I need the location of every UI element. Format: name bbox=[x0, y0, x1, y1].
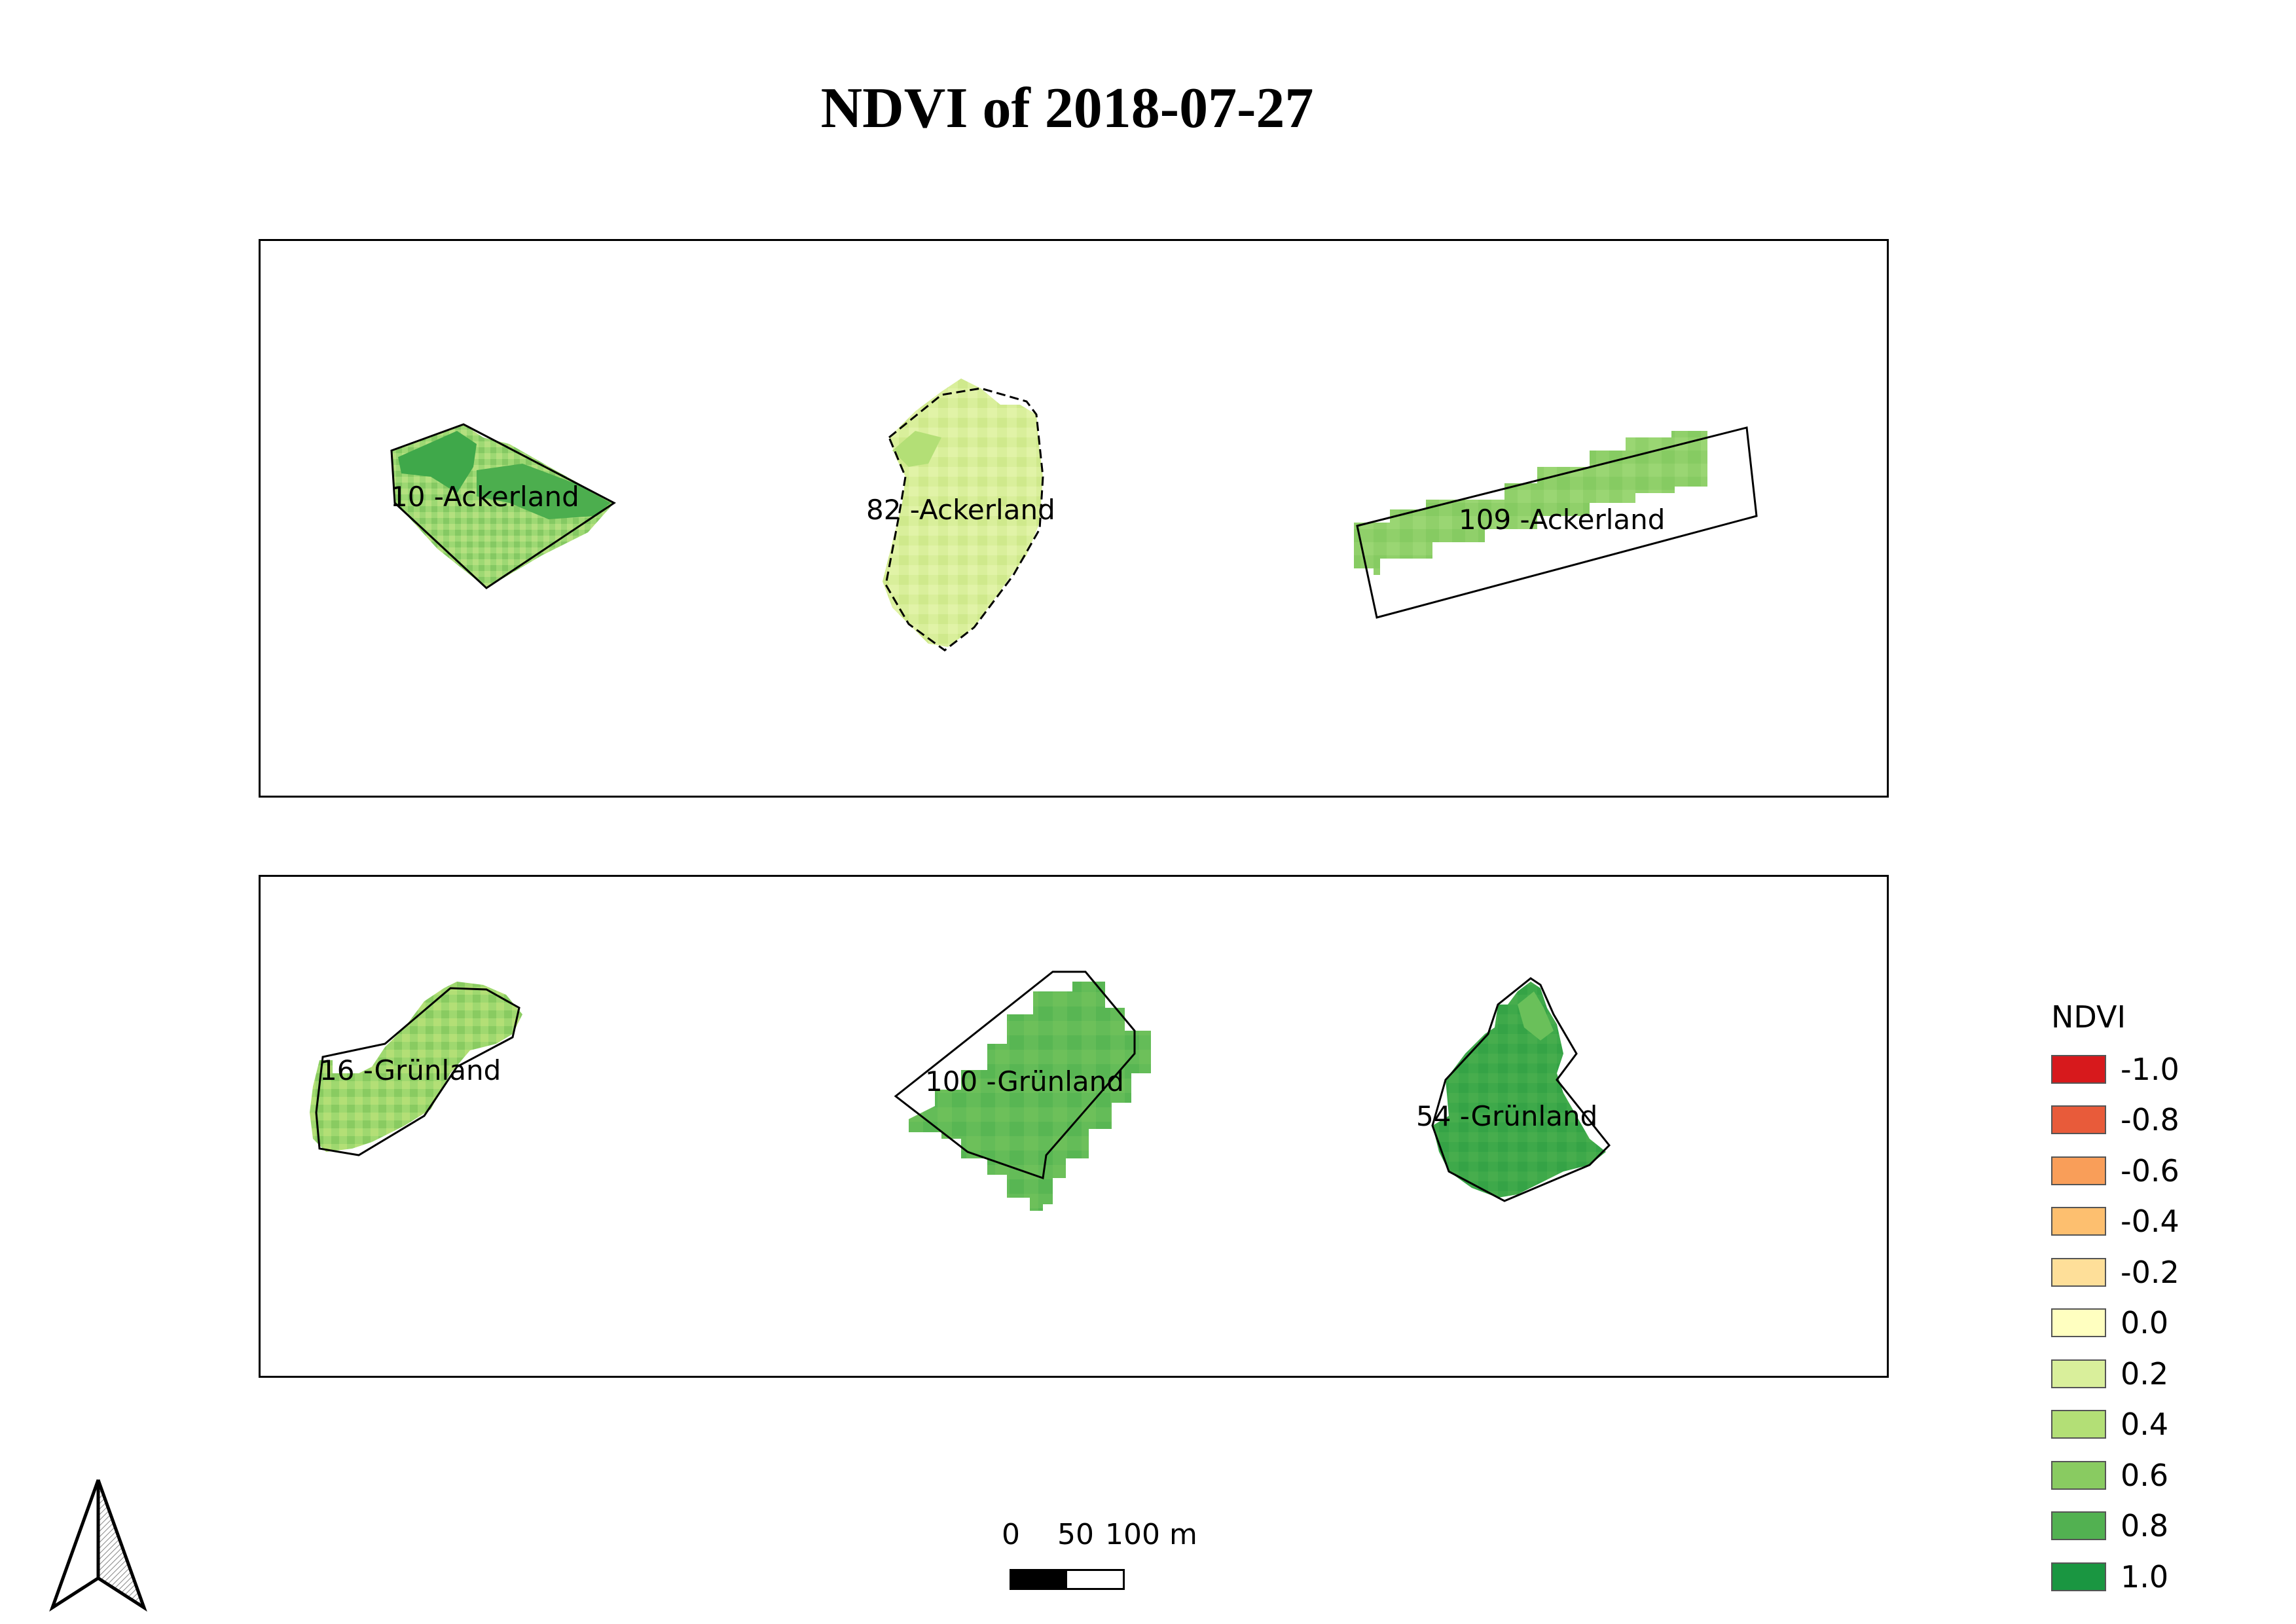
legend-value: 1.0 bbox=[2121, 1559, 2169, 1595]
field-109-raster bbox=[1354, 431, 1707, 575]
legend-value: -0.8 bbox=[2121, 1102, 2179, 1138]
legend-swatch bbox=[2051, 1359, 2106, 1388]
legend-swatch bbox=[2051, 1562, 2106, 1591]
legend-value: 0.0 bbox=[2121, 1305, 2169, 1341]
legend-value: -0.4 bbox=[2121, 1204, 2179, 1240]
legend-item: 0.2 bbox=[2051, 1348, 2267, 1399]
field-16-outline bbox=[315, 987, 520, 1156]
ndvi-legend: NDVI -1.0 -0.8 -0.6 -0.4 -0.2 0.0 0.2 0.4 0.6 0.8… bbox=[2051, 1002, 2267, 1602]
field-label-10: 10 -Ackerland bbox=[390, 481, 579, 513]
legend-item: 1.0 bbox=[2051, 1551, 2267, 1602]
legend-value: -1.0 bbox=[2121, 1051, 2179, 1087]
legend-value: -0.2 bbox=[2121, 1254, 2179, 1290]
legend-swatch bbox=[2051, 1308, 2106, 1338]
field-54-gruenland[interactable] bbox=[1431, 977, 1611, 1202]
field-label-16: 16 -Grünland bbox=[319, 1054, 501, 1086]
field-54-outline bbox=[1431, 977, 1611, 1202]
legend-swatch bbox=[2051, 1460, 2106, 1490]
legend-item: -0.2 bbox=[2051, 1247, 2267, 1298]
scale-label-50: 50 bbox=[1057, 1518, 1094, 1551]
map-panel-ackerland[interactable]: 10 -Ackerland 82 -Ackerland 109 -Ackerla… bbox=[259, 239, 1889, 798]
legend-item: -1.0 bbox=[2051, 1044, 2267, 1095]
legend-value: 0.6 bbox=[2121, 1457, 2169, 1493]
legend-item: 0.0 bbox=[2051, 1298, 2267, 1349]
field-10-dense-patch bbox=[398, 431, 477, 493]
legend-swatch bbox=[2051, 1156, 2106, 1185]
field-54-light-patch bbox=[1518, 991, 1554, 1041]
legend-item: 0.4 bbox=[2051, 1399, 2267, 1450]
map-canvas-top bbox=[390, 378, 1758, 652]
legend-swatch bbox=[2051, 1410, 2106, 1439]
field-100-gruenland[interactable] bbox=[894, 970, 1151, 1211]
legend-swatch bbox=[2051, 1105, 2106, 1135]
legend-title: NDVI bbox=[2051, 999, 2126, 1035]
legend-item: -0.8 bbox=[2051, 1095, 2267, 1146]
field-82-outline bbox=[884, 387, 1044, 652]
field-109-outline bbox=[1356, 426, 1758, 619]
scale-label-0: 0 bbox=[1002, 1518, 1020, 1551]
legend-swatch bbox=[2051, 1511, 2106, 1541]
scale-segment-white bbox=[1067, 1571, 1123, 1588]
legend-swatch bbox=[2051, 1054, 2106, 1084]
legend-swatch bbox=[2051, 1207, 2106, 1236]
field-82-edge-green bbox=[892, 431, 941, 467]
field-10-dense-strip bbox=[477, 464, 611, 519]
field-16-raster bbox=[310, 982, 522, 1152]
legend-value: -0.6 bbox=[2121, 1153, 2179, 1189]
legend-value: 0.8 bbox=[2121, 1508, 2169, 1544]
field-16-gruenland[interactable] bbox=[310, 982, 522, 1156]
legend-item: 0.6 bbox=[2051, 1450, 2267, 1501]
field-109-ackerland[interactable] bbox=[1354, 426, 1758, 619]
legend-value: 0.4 bbox=[2121, 1407, 2169, 1443]
field-100-outline bbox=[894, 970, 1136, 1180]
field-label-109: 109 -Ackerland bbox=[1459, 504, 1666, 536]
field-label-54: 54 -Grünland bbox=[1416, 1100, 1598, 1132]
map-canvas-bottom bbox=[310, 970, 1611, 1211]
field-10-outline bbox=[390, 423, 616, 589]
legend-value: 0.2 bbox=[2121, 1356, 2169, 1392]
north-arrow-icon bbox=[46, 1473, 151, 1617]
field-82-ackerland[interactable] bbox=[883, 378, 1044, 652]
legend-items: -1.0 -0.8 -0.6 -0.4 -0.2 0.0 0.2 0.4 0.6 0.8 1.0 bbox=[2051, 1044, 2267, 1602]
scale-segment-black bbox=[1011, 1571, 1067, 1588]
scale-bar-graphic bbox=[1010, 1569, 1125, 1590]
field-10-ackerland[interactable] bbox=[390, 423, 616, 589]
field-54-raster bbox=[1432, 982, 1606, 1198]
field-label-100: 100 -Grünland bbox=[925, 1065, 1124, 1098]
field-100-raster bbox=[909, 982, 1151, 1211]
legend-item: -0.6 bbox=[2051, 1145, 2267, 1196]
scale-label-100m: 100 m bbox=[1105, 1518, 1197, 1551]
legend-item: 0.8 bbox=[2051, 1501, 2267, 1552]
scale-bar: 0 50 100 m bbox=[1002, 1518, 1198, 1596]
map-title: NDVI of 2018-07-27 bbox=[820, 77, 1314, 140]
legend-swatch bbox=[2051, 1257, 2106, 1287]
map-panel-gruenland[interactable]: 16 -Grünland 100 -Grünland 54 -Grünland bbox=[259, 875, 1889, 1378]
legend-item: -0.4 bbox=[2051, 1196, 2267, 1247]
field-label-82: 82 -Ackerland bbox=[866, 494, 1055, 526]
